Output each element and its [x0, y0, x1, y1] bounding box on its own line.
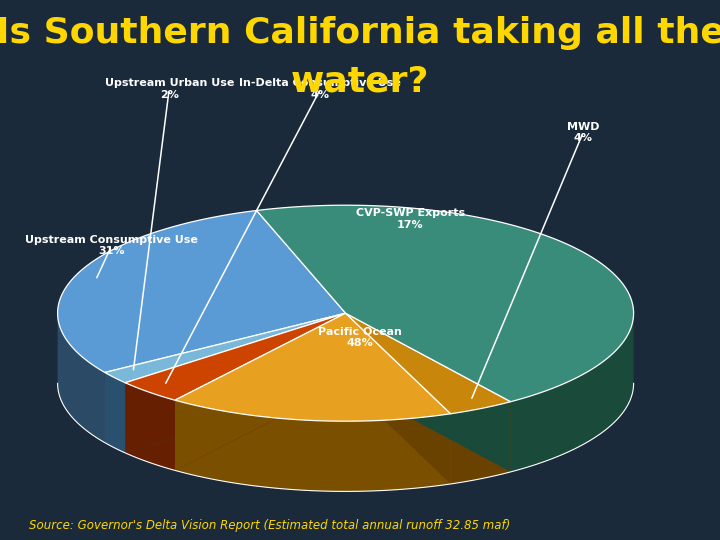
Polygon shape — [125, 313, 346, 453]
Polygon shape — [175, 313, 451, 421]
Polygon shape — [175, 400, 451, 491]
Text: Pacific Ocean
48%: Pacific Ocean 48% — [318, 327, 402, 348]
Polygon shape — [346, 313, 510, 472]
Polygon shape — [58, 211, 346, 373]
Polygon shape — [105, 313, 346, 443]
Polygon shape — [256, 205, 634, 402]
Text: Source: Governor's Delta Vision Report (Estimated total annual runoff 32.85 maf): Source: Governor's Delta Vision Report (… — [29, 519, 510, 532]
Polygon shape — [125, 383, 346, 470]
Polygon shape — [105, 313, 346, 443]
Polygon shape — [58, 383, 346, 443]
Polygon shape — [105, 383, 346, 453]
Text: MWD
4%: MWD 4% — [567, 122, 600, 143]
Polygon shape — [105, 373, 125, 453]
Polygon shape — [346, 383, 634, 472]
Polygon shape — [125, 313, 346, 400]
Polygon shape — [346, 313, 451, 484]
Polygon shape — [346, 383, 510, 484]
Polygon shape — [175, 313, 346, 470]
Text: Upstream Consumptive Use
31%: Upstream Consumptive Use 31% — [25, 235, 198, 256]
Polygon shape — [346, 313, 510, 472]
Text: CVP-SWP Exports
17%: CVP-SWP Exports 17% — [356, 208, 465, 230]
Text: In-Delta Consumptive Use
4%: In-Delta Consumptive Use 4% — [240, 78, 401, 100]
Text: water?: water? — [291, 65, 429, 99]
Polygon shape — [346, 313, 510, 414]
Polygon shape — [451, 402, 510, 484]
Polygon shape — [510, 314, 634, 472]
Polygon shape — [125, 313, 346, 453]
Polygon shape — [175, 313, 346, 470]
Polygon shape — [346, 313, 451, 484]
Text: Upstream Urban Use
2%: Upstream Urban Use 2% — [104, 78, 234, 100]
Polygon shape — [125, 383, 175, 470]
Polygon shape — [105, 313, 346, 383]
Polygon shape — [58, 313, 105, 443]
Text: Is Southern California taking all the: Is Southern California taking all the — [0, 16, 720, 50]
Polygon shape — [175, 383, 451, 491]
